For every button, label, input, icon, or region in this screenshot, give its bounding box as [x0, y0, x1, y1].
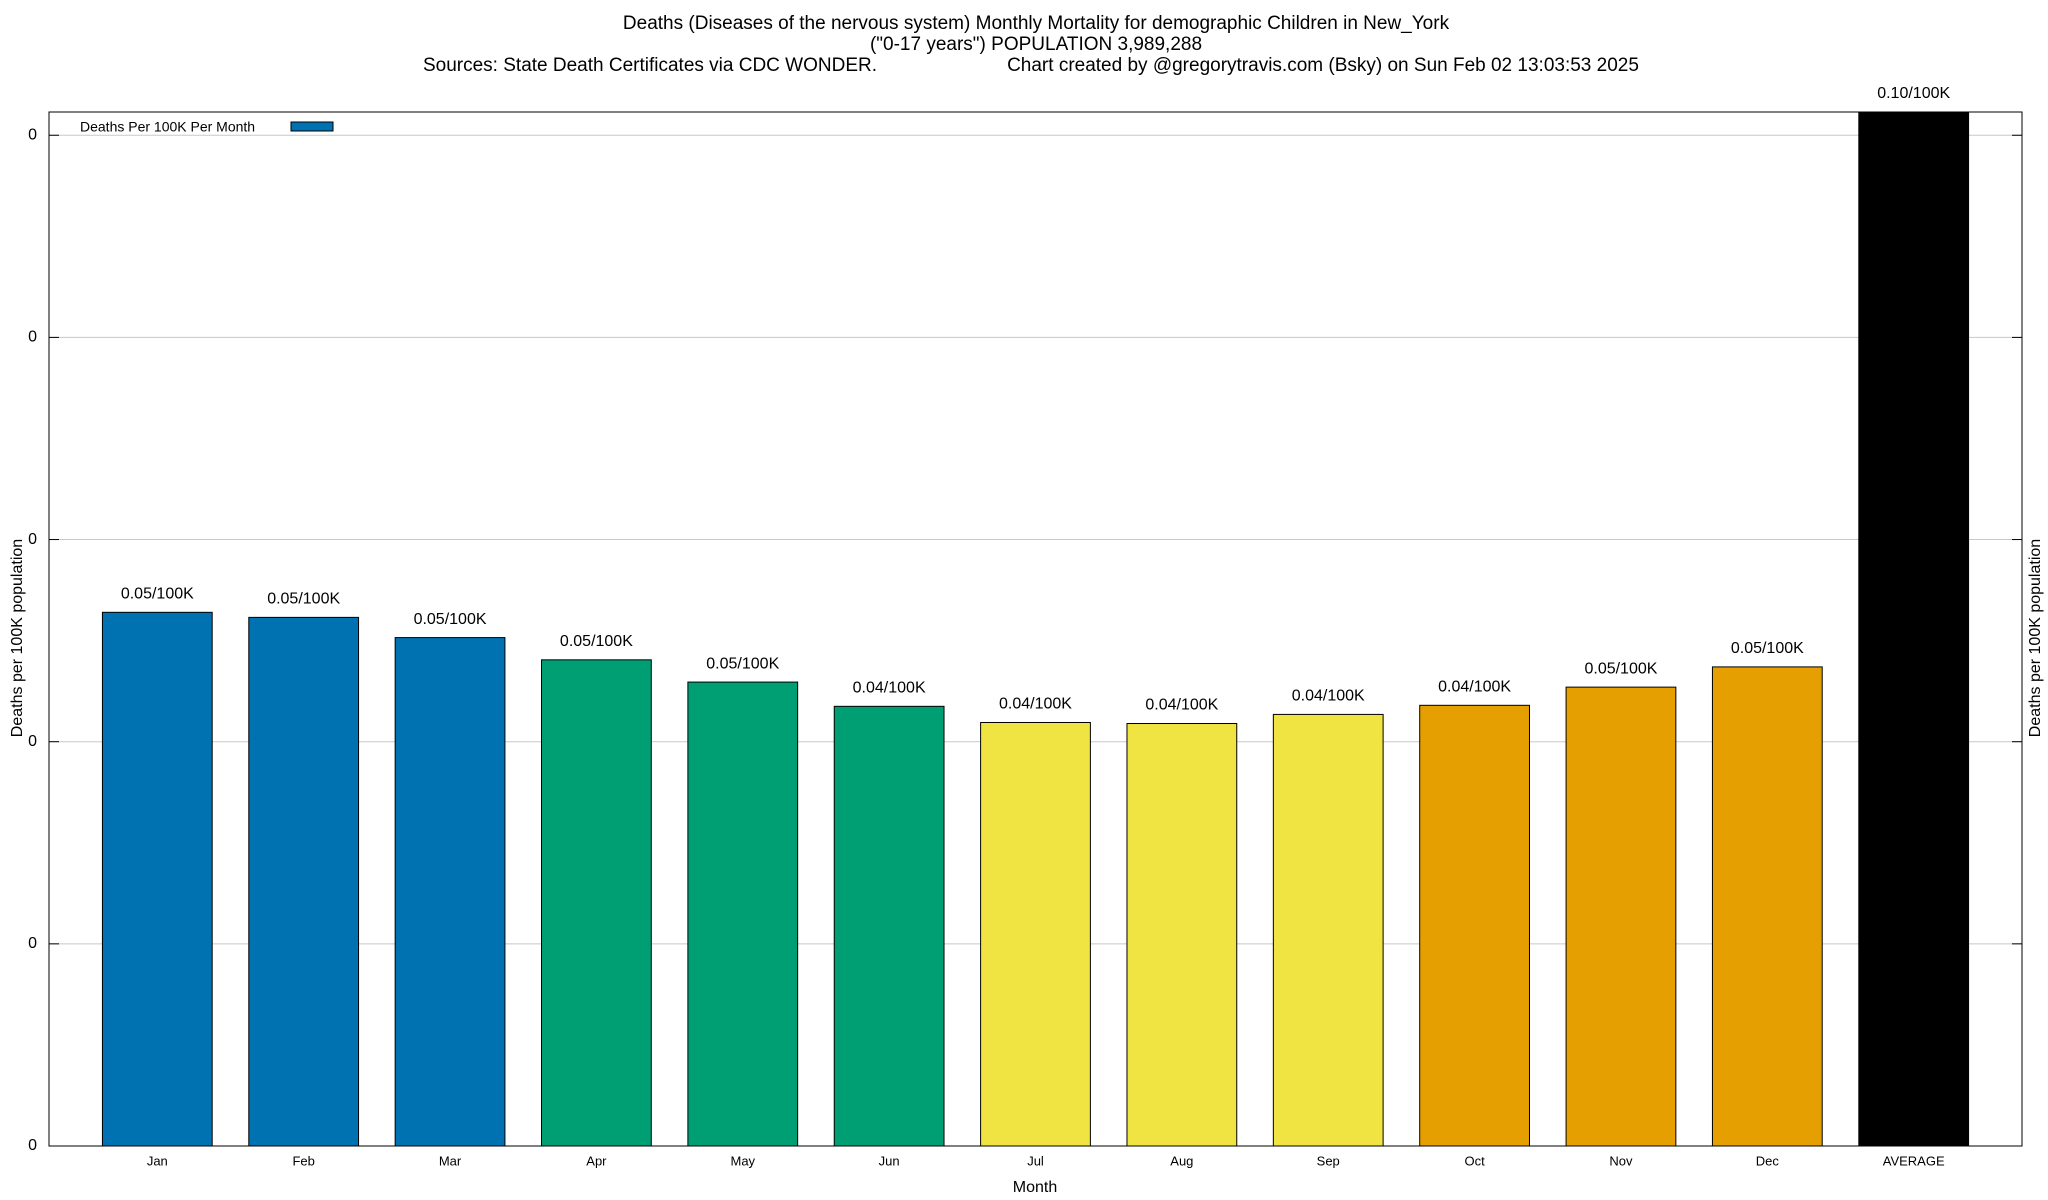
- x-tick-label: Sep: [1317, 1153, 1340, 1168]
- credit: Chart created by @gregorytravis.com (Bsk…: [1007, 55, 1639, 76]
- x-tick-label: Jul: [1027, 1153, 1044, 1168]
- x-tick-label: Aug: [1170, 1153, 1193, 1168]
- bar: [1711, 666, 1823, 1146]
- bar: [394, 637, 506, 1146]
- value-label: 0.04/100K: [1145, 697, 1218, 714]
- value-label: 0.05/100K: [1584, 660, 1657, 677]
- y-axis-label: Deaths per 100K population: [9, 539, 26, 737]
- bar: [980, 721, 1091, 1146]
- legend-label: Deaths Per 100K Per Month: [80, 119, 255, 135]
- bar: [541, 659, 652, 1146]
- bar: [1858, 112, 1970, 1146]
- bar: [833, 705, 945, 1146]
- x-axis-label: Month: [1013, 1179, 1057, 1196]
- y-tick-label: 0: [28, 329, 37, 346]
- bar: [1565, 686, 1677, 1146]
- x-tick-label: Dec: [1756, 1153, 1780, 1168]
- chart-title: Deaths (Diseases of the nervous system) …: [623, 13, 1450, 34]
- y-tick-label: 0: [28, 1137, 37, 1154]
- x-tick-label: Nov: [1609, 1153, 1633, 1168]
- x-tick-label: AVERAGE: [1883, 1153, 1945, 1168]
- value-label: 0.10/100K: [1877, 85, 1950, 102]
- bars: [101, 112, 1970, 1146]
- value-label: 0.05/100K: [414, 611, 487, 628]
- source: Sources: State Death Certificates via CD…: [423, 55, 877, 76]
- x-tick-label: Jan: [147, 1153, 168, 1168]
- value-label: 0.05/100K: [560, 633, 633, 650]
- y-tick-label: 0: [28, 126, 37, 143]
- value-label: 0.05/100K: [1731, 640, 1804, 657]
- value-label: 0.04/100K: [1438, 679, 1511, 696]
- x-tick-label: May: [730, 1153, 755, 1168]
- bar: [1126, 723, 1238, 1146]
- bar: [687, 681, 799, 1146]
- x-tick-label: Oct: [1464, 1153, 1485, 1168]
- y2-axis-label: Deaths per 100K population: [2027, 539, 2044, 737]
- value-label: 0.04/100K: [999, 696, 1072, 713]
- bar: [1272, 713, 1384, 1146]
- bar: [101, 611, 213, 1146]
- chart-subtitle: ("0-17 years") POPULATION 3,989,288: [870, 34, 1202, 55]
- y-tick-label: 0: [28, 935, 37, 952]
- x-tick-label: Mar: [439, 1153, 462, 1168]
- value-label: 0.05/100K: [121, 586, 194, 603]
- value-label: 0.04/100K: [1292, 688, 1365, 705]
- value-label: 0.04/100K: [853, 680, 926, 697]
- value-label: 0.05/100K: [267, 591, 340, 608]
- value-label: 0.05/100K: [706, 655, 779, 672]
- y-tick-label: 0: [28, 531, 37, 548]
- legend-swatch: [290, 121, 334, 132]
- x-tick-label: Apr: [586, 1153, 607, 1168]
- bar: [1419, 704, 1530, 1146]
- bar: [248, 616, 360, 1146]
- x-tick-label: Feb: [292, 1153, 314, 1168]
- x-tick-label: Jun: [879, 1153, 900, 1168]
- y-tick-label: 0: [28, 733, 37, 750]
